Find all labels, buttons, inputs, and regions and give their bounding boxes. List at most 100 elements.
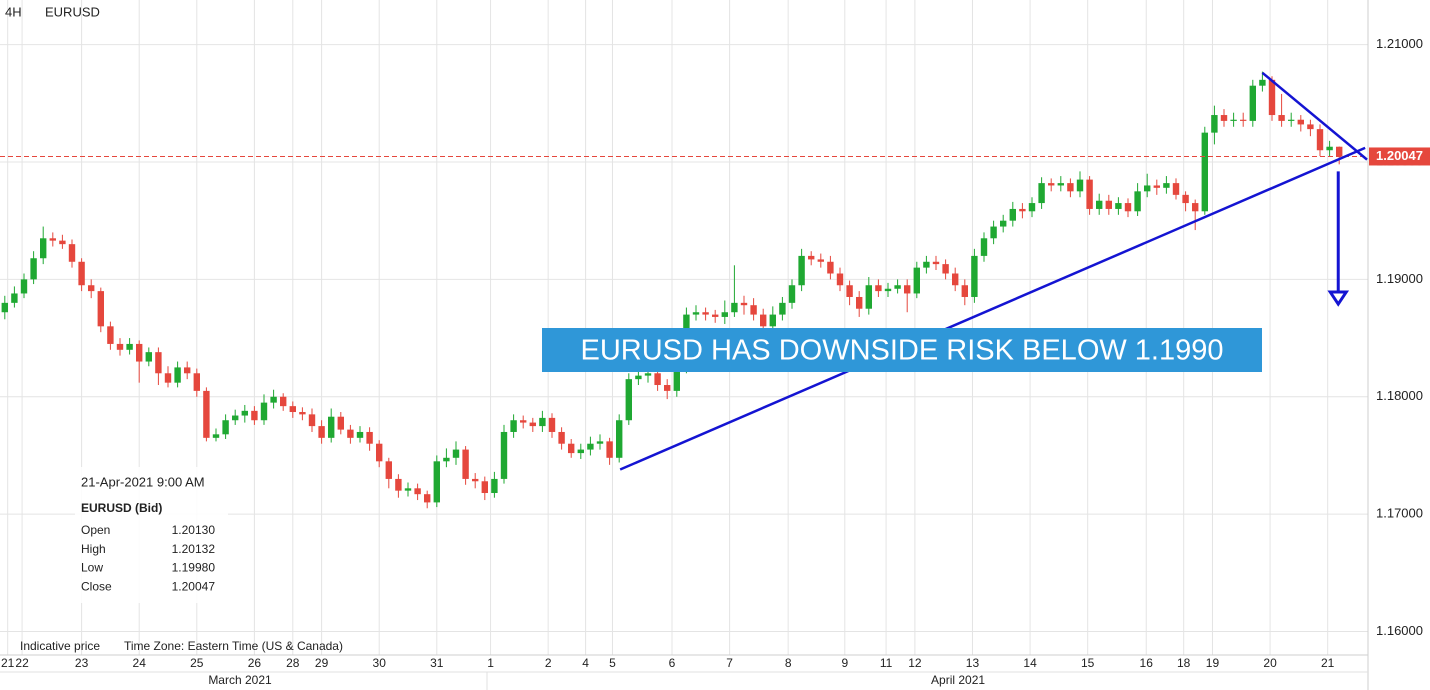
candle-body (577, 449, 584, 454)
candle-body (539, 417, 546, 427)
candle-body (625, 379, 632, 421)
candle-body (433, 461, 440, 503)
info-rows: Open 1.20130 High 1.20132 Low 1.19980 Close 1.2… (81, 523, 215, 593)
candle-body (107, 326, 114, 344)
candle-body (798, 255, 805, 286)
x-tick-label: 9 (841, 656, 848, 670)
candle-body (1249, 85, 1256, 121)
info-panel: 21-Apr-2021 9:00 AM EURUSD (Bid) Open 1.2… (75, 467, 228, 603)
candles (1, 71, 1343, 509)
candle-body (1096, 200, 1103, 209)
candle-body (635, 375, 642, 380)
candle-body (414, 488, 421, 495)
candle-body (596, 441, 604, 444)
candle-body (1038, 183, 1045, 204)
candle-body (241, 410, 248, 416)
candle-body (568, 443, 575, 454)
trendline (619, 146, 1366, 471)
x-tick-label: 20 (1263, 656, 1277, 670)
candle-body (136, 343, 143, 362)
candle-body (49, 238, 56, 241)
candle-body (558, 431, 565, 444)
y-tick-label: 1.17000 (1376, 506, 1423, 521)
candle-body (923, 261, 930, 268)
info-label: Close (81, 579, 112, 593)
candle-body (395, 478, 402, 491)
candle-body (587, 443, 594, 450)
candle-body (606, 441, 613, 458)
x-tick-label: 26 (248, 656, 262, 670)
candle-body (30, 258, 37, 280)
x-tick-label: 30 (373, 656, 387, 670)
candle-body (1240, 119, 1247, 121)
candle-body (299, 412, 306, 415)
footer-timezone: Time Zone: Eastern Time (US & Canada) (124, 639, 343, 653)
info-date: 21-Apr-2021 9:00 AM (81, 474, 205, 489)
candle-body (289, 406, 296, 413)
info-label: High (81, 542, 106, 556)
candle-body (337, 416, 344, 430)
candle-body (664, 385, 671, 391)
info-symbol: EURUSD (Bid) (81, 501, 162, 515)
candle-body (865, 285, 872, 309)
info-value: 1.20130 (172, 523, 216, 537)
candle-body (260, 402, 268, 421)
candle-body (203, 390, 210, 438)
candle-body (836, 273, 844, 286)
x-tick-label: 11 (880, 656, 893, 670)
candle-body (644, 373, 652, 376)
x-tick-label: 8 (785, 656, 792, 670)
candle-body (1048, 183, 1055, 186)
x-tick-label: 13 (966, 656, 980, 670)
info-label: Low (81, 561, 103, 575)
candle-body (174, 367, 181, 383)
info-panel-bg (75, 467, 228, 603)
candle-body (846, 285, 853, 297)
info-value: 1.19980 (172, 561, 216, 575)
candle-body (59, 240, 66, 245)
candle-body (1057, 183, 1064, 186)
y-tick-label: 1.18000 (1376, 388, 1423, 403)
candle-body (1268, 79, 1276, 116)
chart-title: EURUSD (45, 4, 100, 19)
candle-body (184, 367, 191, 374)
info-value: 1.20047 (172, 579, 216, 593)
candle-body (529, 422, 536, 427)
candle-body (1307, 124, 1314, 130)
x-tick-label: 19 (1206, 656, 1220, 670)
last-price-label: 1.20047 (1376, 148, 1423, 163)
candle-body (904, 285, 911, 294)
trendline (1261, 71, 1368, 161)
candle-body (11, 293, 18, 303)
candle-body (932, 261, 940, 265)
x-tick-label: 22 (15, 656, 29, 670)
candle-body (40, 238, 47, 259)
x-tick-label: 4 (582, 656, 589, 670)
candle-body (1230, 119, 1237, 121)
overlays: EURUSD HAS DOWNSIDE RISK BELOW 1.1990 (0, 71, 1368, 471)
candle-body (97, 291, 104, 327)
info-value: 1.20132 (172, 542, 216, 556)
x-tick-label: 23 (75, 656, 89, 670)
y-tick-label: 1.16000 (1376, 623, 1423, 638)
x-tick-label: 24 (133, 656, 147, 670)
candle-body (193, 373, 200, 391)
candle-body (404, 488, 412, 491)
candle-body (88, 285, 95, 292)
x-tick-label: 28 (286, 656, 300, 670)
candle-body (894, 285, 901, 289)
candle-body (481, 481, 488, 494)
y-tick-label: 1.19000 (1376, 271, 1423, 286)
candle-body (817, 259, 824, 262)
candle-body (510, 420, 517, 432)
month-label: April 2021 (931, 673, 985, 687)
candle-body (212, 434, 220, 438)
x-tick-label: 18 (1177, 656, 1191, 670)
candle-body (1201, 132, 1208, 212)
candle-body (712, 314, 719, 317)
candle-body (491, 478, 498, 494)
candle-body (731, 302, 738, 313)
arrow-head (1327, 290, 1350, 307)
candle-body (328, 416, 335, 438)
